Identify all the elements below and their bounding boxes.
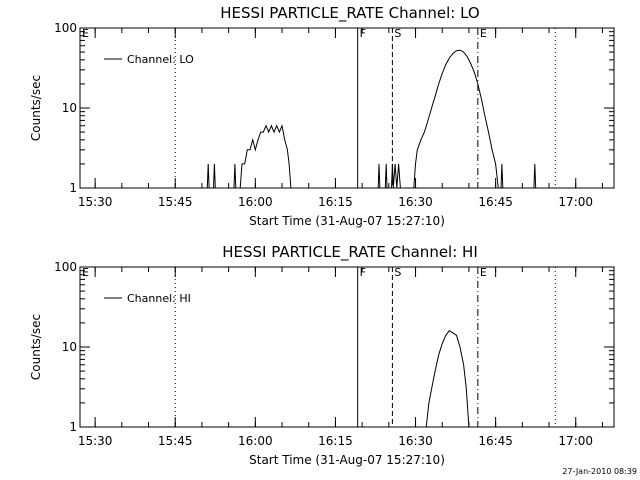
y-tick-label: 10 bbox=[62, 340, 77, 354]
x-tick-label: 15:30 bbox=[78, 434, 113, 448]
x-tick-label: 16:15 bbox=[318, 434, 353, 448]
chart-title-hi: HESSI PARTICLE_RATE Channel: HI bbox=[222, 243, 478, 262]
legend-label-hi: Channel: HI bbox=[127, 292, 191, 305]
series-line-lo bbox=[206, 49, 537, 189]
x-tick-label: 16:00 bbox=[238, 434, 273, 448]
x-tick-label: 16:15 bbox=[318, 195, 353, 209]
series-line-hi bbox=[425, 330, 470, 428]
legend-hi: Channel: HI bbox=[104, 292, 191, 305]
marker-label: S bbox=[394, 266, 401, 279]
x-tick-label: 16:30 bbox=[398, 434, 433, 448]
y-tick-label: 1 bbox=[69, 181, 77, 195]
y-tick-label: 100 bbox=[54, 260, 77, 274]
x-tick-label: 17:00 bbox=[558, 195, 593, 209]
x-axis-label-hi: Start Time (31-Aug-07 15:27:10) bbox=[249, 453, 445, 467]
x-tick-label: 15:45 bbox=[158, 434, 193, 448]
x-axis-hi: 15:30 15:45 16:00 16:15 16:30 16:45 17:00 bbox=[78, 267, 603, 448]
y-axis-lo: 1 10 100 bbox=[54, 21, 614, 195]
y-axis-label-lo: Counts/sec bbox=[29, 75, 43, 141]
marker-label: F bbox=[360, 27, 366, 40]
x-tick-label: 16:00 bbox=[238, 195, 273, 209]
x-axis-label-lo: Start Time (31-Aug-07 15:27:10) bbox=[249, 214, 445, 228]
y-tick-label: 100 bbox=[54, 21, 77, 35]
panel-hi: HESSI PARTICLE_RATE Channel: HI 1 10 100 1… bbox=[29, 243, 615, 467]
marker-label: E bbox=[82, 27, 89, 40]
legend-label-lo: Channel: LO bbox=[127, 53, 194, 66]
legend-lo: Channel: LO bbox=[104, 53, 194, 66]
y-tick-label: 10 bbox=[62, 101, 77, 115]
x-tick-label: 16:45 bbox=[478, 434, 513, 448]
x-tick-label: 16:45 bbox=[478, 195, 513, 209]
marker-label: S bbox=[394, 27, 401, 40]
panel-lo: HESSI PARTICLE_RATE Channel: LO 1 10 100 1… bbox=[29, 4, 615, 228]
x-tick-label: 16:30 bbox=[398, 195, 433, 209]
marker-label: E bbox=[480, 27, 487, 40]
marker-label: E bbox=[82, 266, 89, 279]
chart-title-lo: HESSI PARTICLE_RATE Channel: LO bbox=[220, 4, 479, 23]
x-axis-lo: 15:30 15:45 16:00 16:15 16:30 16:45 17:00 bbox=[78, 28, 603, 209]
y-axis-hi: 1 10 100 bbox=[54, 260, 614, 434]
marker-label: E bbox=[480, 266, 487, 279]
footer-timestamp: 27-Jan-2010 08:39 bbox=[562, 467, 637, 476]
x-tick-label: 17:00 bbox=[558, 434, 593, 448]
plot-frame-lo bbox=[79, 27, 615, 189]
y-tick-label: 1 bbox=[69, 420, 77, 434]
plot-frame-hi bbox=[79, 266, 615, 428]
x-tick-label: 15:30 bbox=[78, 195, 113, 209]
x-tick-label: 15:45 bbox=[158, 195, 193, 209]
marker-label: F bbox=[360, 266, 366, 279]
y-axis-label-hi: Counts/sec bbox=[29, 314, 43, 380]
